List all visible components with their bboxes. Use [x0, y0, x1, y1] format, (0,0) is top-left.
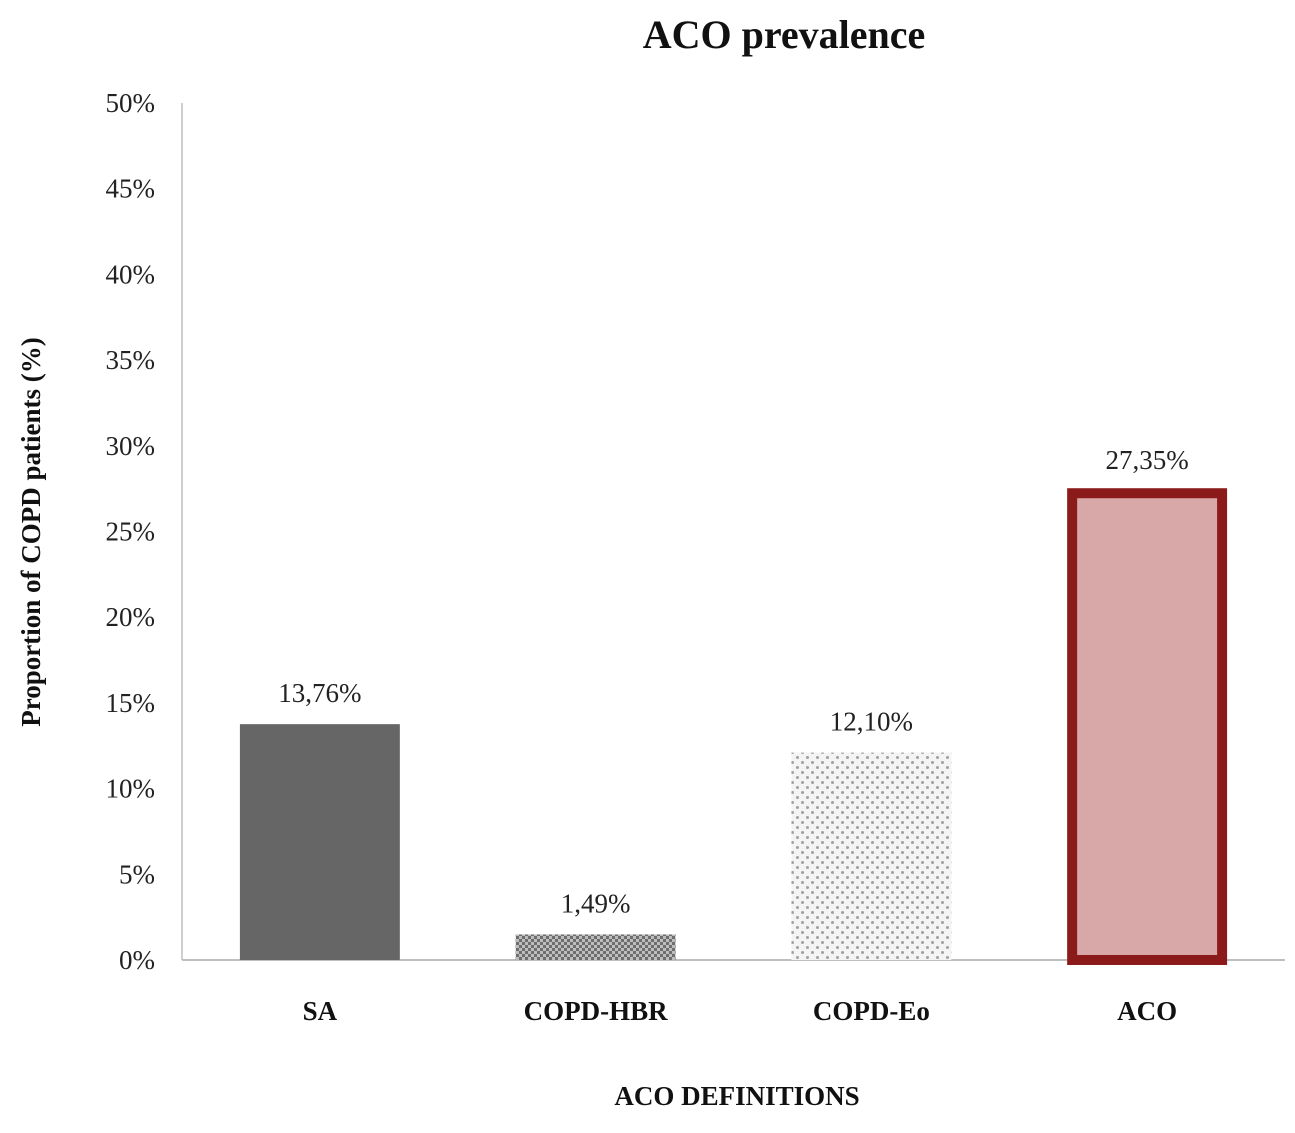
y-tick-label: 10% [106, 774, 156, 804]
category-label-aco: ACO [1117, 996, 1177, 1026]
data-label-copd-hbr: 1,49% [561, 888, 631, 918]
x-axis-title: ACO DEFINITIONS [614, 1081, 859, 1111]
y-axis-title: Proportion of COPD patients (%) [16, 337, 46, 726]
data-label-copd-eo: 12,10% [830, 707, 913, 737]
bar-copd-eo [791, 752, 952, 960]
y-tick-label: 35% [106, 345, 156, 375]
y-tick-label: 25% [106, 517, 156, 547]
y-tick-label: 40% [106, 259, 156, 289]
y-tick-label: 45% [106, 174, 156, 204]
y-tick-label: 0% [119, 945, 155, 975]
y-tick-label: 50% [106, 88, 156, 118]
y-tick-label: 15% [106, 688, 156, 718]
category-labels-group: SA COPD-HBR COPD-Eo ACO [303, 996, 1178, 1026]
y-axis-ticks: 0% 5% 10% 15% 20% 25% 30% 35% 40% 45% 50% [106, 88, 156, 975]
y-tick-label: 5% [119, 859, 155, 889]
y-tick-label: 30% [106, 431, 156, 461]
chart-title: ACO prevalence [643, 12, 926, 57]
data-labels-group: 13,76% 1,49% 12,10% 27,35% [278, 445, 1189, 918]
category-label-sa: SA [303, 996, 338, 1026]
category-label-copd-eo: COPD-Eo [813, 996, 930, 1026]
bar-aco [1067, 488, 1228, 965]
bar-sa [239, 724, 400, 960]
bars-group [239, 488, 1228, 965]
data-label-sa: 13,76% [278, 678, 361, 708]
data-label-aco: 27,35% [1106, 445, 1189, 475]
category-label-copd-hbr: COPD-HBR [524, 996, 668, 1026]
y-tick-label: 20% [106, 602, 156, 632]
bar-copd-hbr [515, 934, 676, 960]
